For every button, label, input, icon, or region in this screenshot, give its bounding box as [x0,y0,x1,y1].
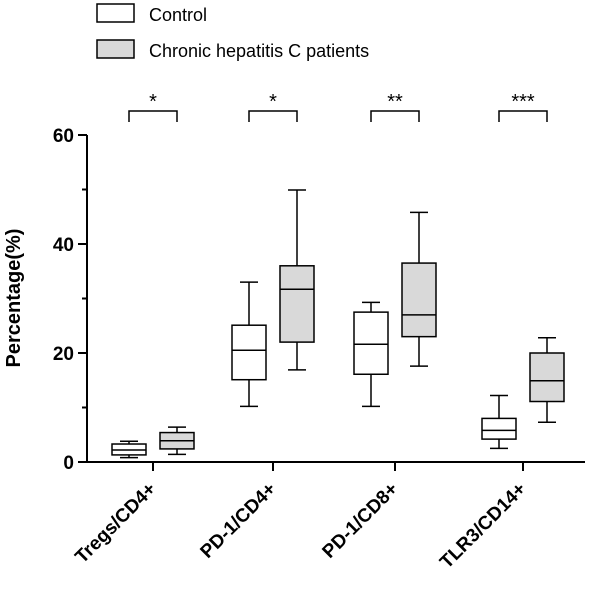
box-iqr [231,324,267,381]
y-tick-label: 60 [53,126,74,147]
category-label: Tregs/CD4+ [71,479,160,568]
box-patients [159,426,195,456]
box-iqr [279,265,315,343]
plot-area: * * ** *** [111,91,565,459]
box-control [231,281,267,408]
box-iqr [481,417,517,440]
legend-label-patients: Chronic hepatitis C patients [149,41,369,61]
box-patients [401,211,437,367]
significance-bracket [248,110,298,122]
box-control [353,301,389,408]
significance-bracket [498,110,548,122]
box-control [481,394,517,450]
box-iqr [401,262,437,338]
significance-label: ** [387,91,403,113]
significance-label: * [269,91,277,113]
y-axis-label: Percentage(%) [3,229,25,368]
y-tick-label: 0 [63,453,74,474]
x-axis: Tregs/CD4+ PD-1/CD4+ PD-1/CD8+ TLR3/CD14+ [71,461,585,573]
box-control [111,440,147,459]
category-label: PD-1/CD4+ [197,479,281,563]
significance-label: * [149,91,157,113]
box-patients [279,189,315,371]
legend-label-control: Control [149,5,207,25]
legend-swatch-patients [96,39,135,59]
box-iqr [353,311,389,376]
legend-swatch-control [96,3,135,23]
significance-bracket [128,110,178,122]
significance-bracket [370,110,420,122]
category-label: TLR3/CD14+ [436,479,530,573]
y-axis: 0 20 40 60 [53,126,88,474]
box-patients [529,336,565,423]
box-iqr [529,352,565,403]
legend: Control Chronic hepatitis C patients [96,3,369,61]
significance-label: *** [511,91,535,113]
category-label: PD-1/CD8+ [319,479,403,563]
y-tick-label: 40 [53,235,74,256]
y-tick-label: 20 [53,344,74,365]
